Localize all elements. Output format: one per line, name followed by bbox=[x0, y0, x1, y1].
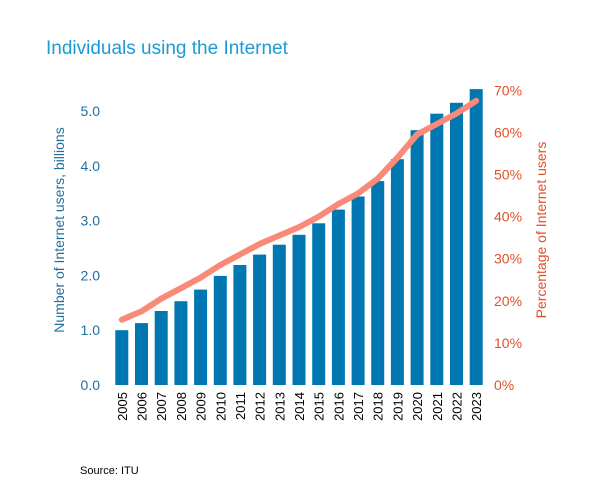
left-axis: 0.0 1.0 2.0 3.0 4.0 5.0 bbox=[81, 103, 101, 393]
bar-2017 bbox=[351, 196, 365, 385]
line-layer bbox=[118, 97, 480, 323]
y-tick-left: 3.0 bbox=[81, 213, 101, 229]
bar-2012 bbox=[253, 254, 267, 385]
bar-2009 bbox=[194, 289, 208, 385]
y-tick-right: 70% bbox=[494, 82, 522, 98]
y-tick-right: 30% bbox=[494, 251, 522, 267]
x-tick-2014: 2014 bbox=[292, 392, 307, 421]
x-tick-2012: 2012 bbox=[253, 392, 268, 421]
x-axis: 2005 2006 2007 2008 2009 2010 2011 2012 2013 2014… bbox=[115, 392, 484, 421]
x-tick-2021: 2021 bbox=[430, 392, 445, 421]
chart-title: Individuals using the Internet bbox=[46, 38, 288, 59]
right-axis: 0% 10% 20% 30% 40% 50% 60% 70% bbox=[494, 82, 522, 393]
bar-2015 bbox=[312, 223, 326, 385]
y-tick-left: 1.0 bbox=[81, 322, 101, 338]
bar-2018 bbox=[371, 181, 385, 385]
bar-2005 bbox=[115, 330, 129, 385]
bar-2011 bbox=[233, 265, 247, 385]
y-tick-right: 20% bbox=[494, 293, 522, 309]
x-tick-2016: 2016 bbox=[331, 392, 346, 421]
y-tick-right: 50% bbox=[494, 167, 522, 183]
y-tick-right: 60% bbox=[494, 124, 522, 140]
x-tick-2020: 2020 bbox=[410, 392, 425, 421]
y-tick-right: 40% bbox=[494, 209, 522, 225]
bar-2013 bbox=[272, 244, 286, 385]
x-tick-2007: 2007 bbox=[154, 392, 169, 421]
bar-2008 bbox=[174, 301, 188, 385]
y-axis-title-left: Number of Internet users, billions bbox=[51, 127, 67, 332]
x-tick-2017: 2017 bbox=[351, 392, 366, 421]
x-tick-2015: 2015 bbox=[312, 392, 327, 421]
bar-2006 bbox=[135, 323, 148, 385]
bar-2007 bbox=[154, 311, 168, 385]
bar-2016 bbox=[331, 209, 345, 385]
y-tick-left: 4.0 bbox=[81, 158, 101, 174]
y-tick-left: 2.0 bbox=[81, 267, 101, 283]
x-tick-2010: 2010 bbox=[213, 392, 228, 421]
source-note: Source: ITU bbox=[80, 465, 139, 477]
x-tick-2008: 2008 bbox=[174, 392, 189, 421]
bar-2022 bbox=[450, 102, 463, 386]
bar-2020 bbox=[410, 130, 424, 385]
y-axis-title-right: Percentage of Internet users bbox=[533, 142, 549, 319]
bar-2021 bbox=[430, 113, 444, 385]
y-tick-left: 0.0 bbox=[81, 377, 101, 393]
x-tick-2005: 2005 bbox=[115, 392, 130, 421]
y-tick-right: 0% bbox=[494, 377, 514, 393]
x-tick-2018: 2018 bbox=[371, 392, 386, 421]
bar-2019 bbox=[390, 159, 404, 385]
x-tick-2019: 2019 bbox=[390, 392, 405, 421]
x-tick-2013: 2013 bbox=[272, 392, 287, 421]
y-tick-left: 5.0 bbox=[81, 103, 101, 119]
x-tick-2022: 2022 bbox=[450, 392, 465, 421]
bar-2014 bbox=[292, 234, 306, 385]
x-tick-2006: 2006 bbox=[135, 392, 150, 421]
bar-2023 bbox=[469, 89, 483, 385]
y-tick-right: 10% bbox=[494, 335, 522, 351]
x-tick-2009: 2009 bbox=[194, 392, 209, 421]
bar-2010 bbox=[213, 275, 227, 385]
x-tick-2011: 2011 bbox=[233, 392, 248, 420]
bars-layer bbox=[115, 89, 483, 386]
x-tick-2023: 2023 bbox=[469, 392, 484, 421]
